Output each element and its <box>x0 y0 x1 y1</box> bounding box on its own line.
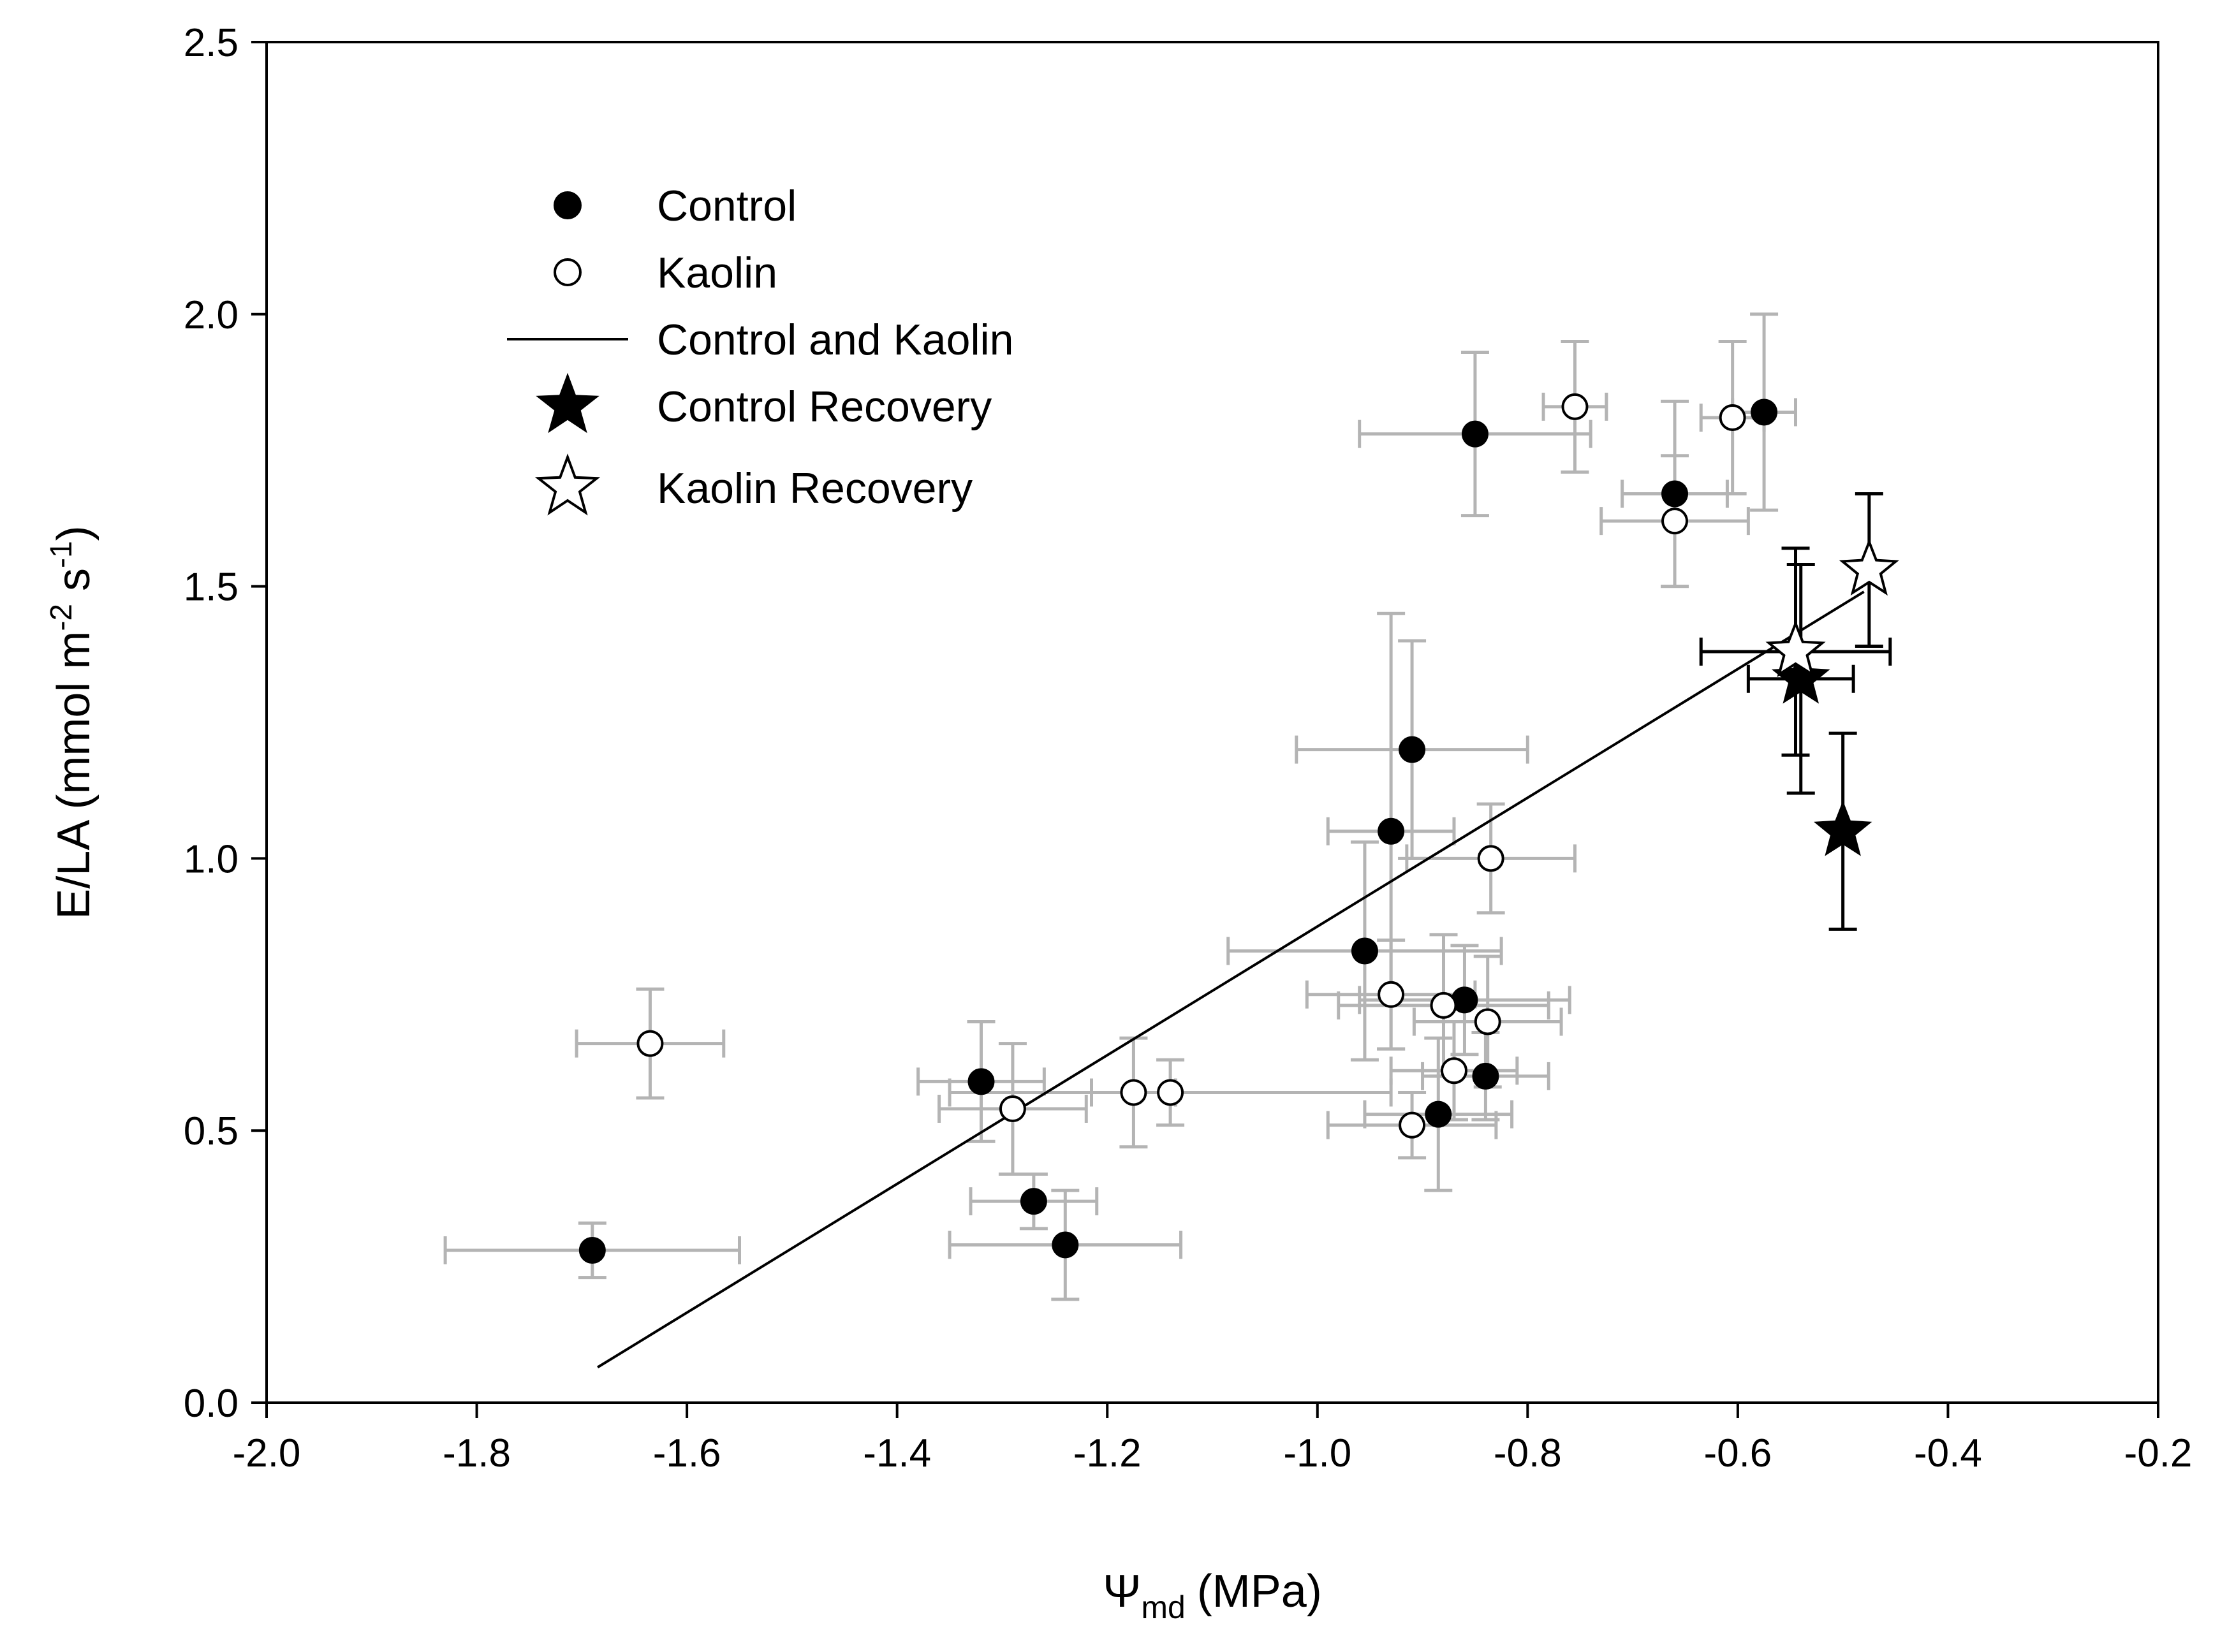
kaolin-point <box>1430 991 1457 1019</box>
kaolin-point <box>1474 1008 1501 1035</box>
y-axis-label-part3: ) <box>48 525 99 541</box>
control-point <box>1472 1062 1499 1090</box>
control-point <box>1661 480 1689 508</box>
y-axis-label: E/LA (mmol m-2 s-1) <box>45 525 99 919</box>
regression-line-layer <box>597 590 1865 1369</box>
x-tick-label: -0.8 <box>1494 1431 1562 1475</box>
x-tick-label: -0.4 <box>1914 1431 1982 1475</box>
control-point <box>1751 398 1778 426</box>
kaolin-point <box>1399 1111 1426 1139</box>
x-axis-unit: (MPa) <box>1197 1566 1322 1617</box>
legend-label-kaolin: Kaolin <box>657 249 777 297</box>
x-tick-label: -0.2 <box>2124 1431 2193 1475</box>
y-axis-label-sup2: -1 <box>45 541 78 568</box>
kaolin-point <box>1661 508 1689 535</box>
kaolin-point <box>636 1030 664 1057</box>
errorbars-layer <box>443 312 1892 1301</box>
x-tick-label: -2.0 <box>233 1431 301 1475</box>
y-tick-label: 1.0 <box>184 837 239 881</box>
x-tick-label: -1.4 <box>863 1431 931 1475</box>
control-point <box>1399 736 1426 763</box>
kaolin-recovery-point <box>1839 538 1899 596</box>
x-tick-label: -1.6 <box>653 1431 721 1475</box>
y-axis-label-part1: E/LA (mmol m <box>48 631 99 919</box>
y-axis-label-part2: s <box>48 568 99 604</box>
control-point <box>1425 1100 1452 1128</box>
plot-frame <box>265 41 2159 1404</box>
control-point <box>1020 1188 1047 1215</box>
x-tick-label: -1.2 <box>1073 1431 1142 1475</box>
kaolin-point <box>1477 845 1504 872</box>
y-axis-ticks: 0.0 0.5 1.0 1.5 2.0 2.5 <box>184 21 267 1426</box>
y-tick-label: 1.5 <box>184 566 239 610</box>
kaolin-point <box>999 1095 1026 1123</box>
kaolin-point <box>1719 404 1746 431</box>
legend-label-control-recovery: Control Recovery <box>657 383 992 431</box>
legend-label-control-and-kaolin: Control and Kaolin <box>657 316 1013 364</box>
legend: Control Kaolin Control and Kaolin Control R… <box>507 182 1013 516</box>
control-point <box>1378 817 1405 845</box>
y-tick-label: 0.0 <box>184 1382 239 1426</box>
kaolin-recovery-point <box>1765 620 1826 678</box>
y-tick-label: 2.0 <box>184 293 239 337</box>
kaolin-point <box>1440 1057 1467 1085</box>
legend-marker-kaolin <box>554 258 582 286</box>
control-recovery-point <box>1813 800 1872 856</box>
control-point <box>578 1236 606 1264</box>
x-axis-ticks: -2.0 -1.8 -1.6 -1.4 -1.2 -1.0 -0.8 -0.6 -0.4 -0.2 <box>233 1403 2193 1475</box>
x-axis-symbol: Ψ <box>1103 1566 1141 1617</box>
y-tick-label: 2.5 <box>184 21 239 65</box>
control-point <box>1461 420 1489 448</box>
legend-marker-kaolin-recovery <box>534 453 601 516</box>
control-point <box>967 1068 995 1095</box>
kaolin-point <box>1120 1079 1147 1106</box>
kaolin-point <box>1561 393 1589 420</box>
legend-marker-control-recovery <box>536 372 599 434</box>
y-axis-label-sup1: -2 <box>45 604 78 631</box>
regression-line <box>597 590 1865 1369</box>
control-point <box>1052 1231 1079 1259</box>
kaolin-point <box>1378 981 1405 1008</box>
control-point <box>1351 937 1378 965</box>
legend-marker-control <box>554 191 582 219</box>
legend-label-kaolin-recovery: Kaolin Recovery <box>657 464 973 513</box>
x-tick-label: -0.6 <box>1703 1431 1772 1475</box>
kaolin-point <box>1157 1079 1184 1106</box>
y-tick-label: 0.5 <box>184 1109 239 1153</box>
x-axis-subscript: md <box>1141 1590 1185 1625</box>
x-tick-label: -1.0 <box>1283 1431 1351 1475</box>
x-axis-label: Ψmd (MPa) <box>1103 1566 1322 1625</box>
markers-layer <box>578 393 1899 1264</box>
x-tick-label: -1.8 <box>443 1431 511 1475</box>
legend-label-control: Control <box>657 182 797 230</box>
